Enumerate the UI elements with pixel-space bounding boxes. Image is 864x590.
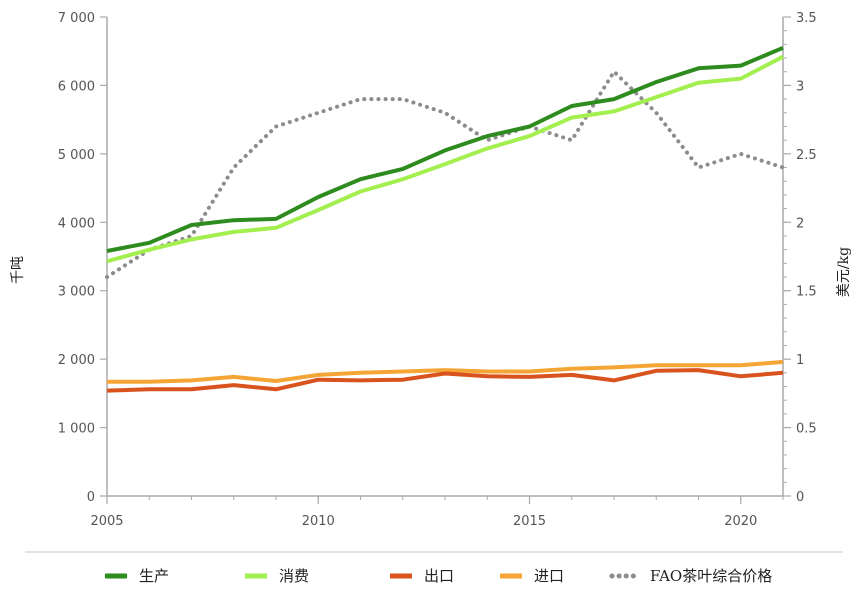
y-tick-label-left: 5 000 — [58, 148, 95, 163]
legend-label: 消费 — [279, 567, 309, 585]
legend-label: 生产 — [139, 567, 169, 585]
y-tick-label-left: 1 000 — [58, 422, 95, 437]
y-tick-label-left: 3 000 — [58, 285, 95, 300]
y-tick-label-right: 2.5 — [796, 148, 817, 163]
x-tick-label: 2020 — [724, 514, 757, 529]
y-tick-label-right: 0.5 — [796, 422, 817, 437]
y-tick-label-left: 2 000 — [58, 353, 95, 368]
series-line-4 — [107, 359, 784, 384]
series-line-1 — [106, 45, 784, 253]
legend-item-1: 生产 — [105, 567, 169, 585]
legend-item-5: FAO茶叶综合价格 — [609, 567, 772, 585]
x-tick-label: 2005 — [90, 514, 123, 529]
y-tick-label-left: 0 — [87, 490, 95, 505]
y-tick-label-right: 3.5 — [796, 11, 817, 26]
series-layer — [105, 45, 785, 393]
legend-label: 进口 — [534, 567, 564, 585]
legend-label: FAO茶叶综合价格 — [650, 567, 772, 585]
y-tick-label-right: 0 — [796, 490, 804, 505]
series-line-3 — [106, 368, 784, 393]
y-tick-label-left: 7 000 — [58, 11, 95, 26]
y-tick-label-right: 3 — [796, 79, 804, 94]
axes: 0 1 000 2 000 3 000 4 000 5 000 6 000 7 000 0 0.5… — [58, 11, 817, 529]
series-line-5 — [105, 69, 785, 279]
y-tick-label-right: 2 — [796, 216, 804, 231]
y-tick-label-left: 6 000 — [58, 79, 95, 94]
x-tick-label: 2015 — [513, 514, 546, 529]
legend-item-2: 消费 — [245, 567, 309, 585]
y-axis-title-left: 千吨 — [10, 256, 26, 284]
y-tick-label-right: 1.5 — [796, 285, 817, 300]
legend-item-4: 进口 — [500, 567, 564, 585]
series-line-2 — [106, 54, 784, 264]
x-tick-label: 2010 — [302, 514, 335, 529]
legend: 生产 消费 出口 进口 FAO茶叶综合价格 — [25, 551, 843, 585]
y-axis-title-right: 美元/kg — [836, 247, 852, 297]
y-tick-label-left: 4 000 — [58, 216, 95, 231]
legend-item-3: 出口 — [390, 567, 454, 585]
y-tick-label-right: 1 — [796, 353, 804, 368]
legend-label: 出口 — [424, 567, 454, 585]
